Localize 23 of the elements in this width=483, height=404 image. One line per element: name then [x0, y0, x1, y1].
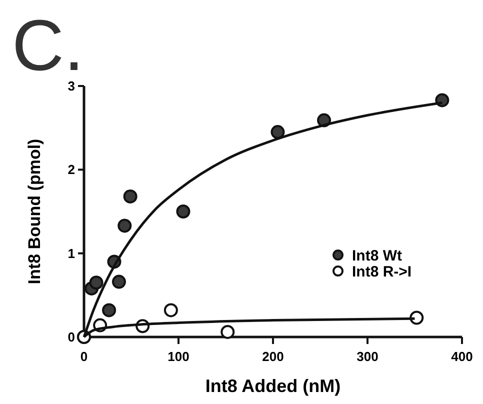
- x-tick-label: 400: [451, 349, 473, 364]
- y-tick-label: 3: [68, 78, 75, 94]
- point: [220, 324, 235, 339]
- x-tick-label: 300: [356, 349, 378, 364]
- point: [112, 274, 126, 289]
- y-axis-title: Int8 Bound (pmol): [25, 138, 44, 284]
- x-tick-label: 100: [168, 349, 190, 364]
- y-tick-label: 1: [68, 246, 75, 261]
- legend-label: Int8 R->I: [352, 263, 412, 280]
- y-tick-label: 0: [68, 330, 75, 345]
- point: [270, 125, 285, 140]
- point: [176, 204, 190, 218]
- point: [123, 189, 138, 204]
- x-tick-label: 200: [262, 349, 284, 364]
- x-tick-label: 0: [80, 349, 88, 364]
- point: [410, 310, 424, 325]
- point: [89, 276, 104, 290]
- point: [118, 218, 132, 233]
- point: [102, 303, 116, 318]
- y-tick-label: 2: [68, 162, 75, 178]
- legend-label: Int8 Wt: [352, 247, 402, 264]
- point: [164, 303, 178, 318]
- x-axis-title: Int8 Added (nM): [205, 376, 341, 396]
